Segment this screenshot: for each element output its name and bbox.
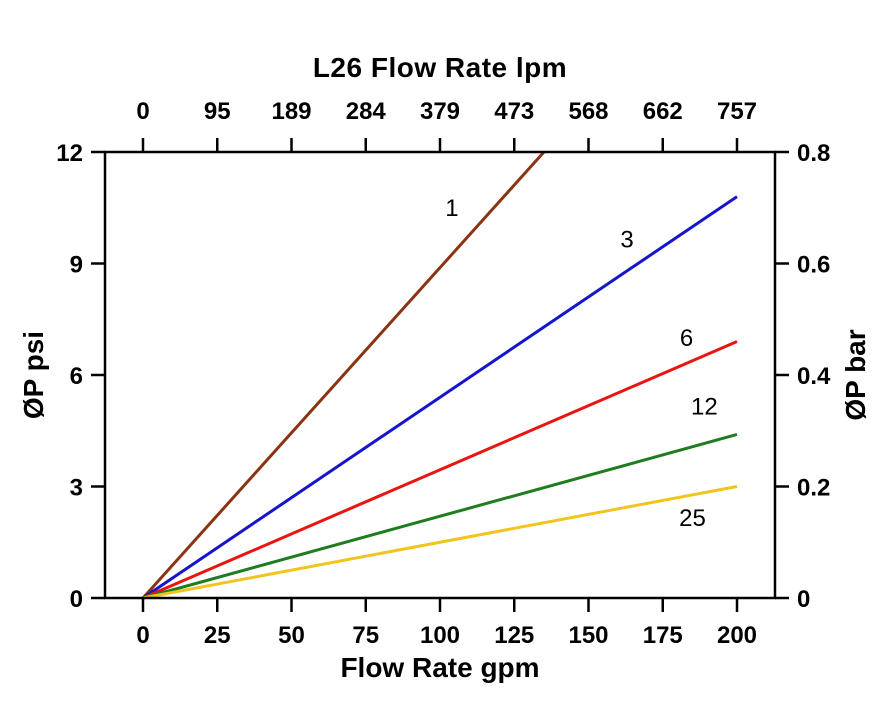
series-label-12: 12 xyxy=(691,394,718,421)
top-tick-label: 0 xyxy=(136,98,149,125)
top-tick-label: 662 xyxy=(643,98,683,125)
series-line-12 xyxy=(142,433,738,600)
right-tick-label: 0.4 xyxy=(797,363,831,390)
series-label-25: 25 xyxy=(679,505,706,532)
left-tick-label: 3 xyxy=(70,475,83,502)
top-tick-label: 473 xyxy=(494,98,534,125)
top-tick-label: 284 xyxy=(346,98,387,125)
series-label-1: 1 xyxy=(445,195,458,222)
bottom-tick-label: 50 xyxy=(278,622,305,649)
series-line-25 xyxy=(142,485,738,600)
top-tick-label: 95 xyxy=(204,98,231,125)
left-tick-label: 12 xyxy=(56,140,83,167)
bottom-tick-label: 100 xyxy=(420,622,460,649)
bottom-axis-title: Flow Rate gpm xyxy=(340,652,540,683)
left-tick-label: 0 xyxy=(70,586,83,613)
top-tick-label: 568 xyxy=(568,98,608,125)
left-tick-label: 6 xyxy=(70,363,83,390)
top-axis-title: L26 Flow Rate lpm xyxy=(312,52,568,83)
series-line-6 xyxy=(142,340,738,600)
right-tick-label: 0.6 xyxy=(797,252,830,279)
right-tick-label: 0.2 xyxy=(797,475,830,502)
series-label-3: 3 xyxy=(620,226,633,253)
right-tick-label: 0.8 xyxy=(797,140,830,167)
top-tick-label: 379 xyxy=(420,98,460,125)
bottom-tick-label: 200 xyxy=(717,622,757,649)
top-tick-label: 757 xyxy=(717,98,757,125)
bottom-tick-label: 0 xyxy=(136,622,149,649)
plot-frame xyxy=(103,150,777,600)
series-line-1 xyxy=(141,150,546,600)
bottom-tick-label: 150 xyxy=(568,622,608,649)
top-tick-label: 189 xyxy=(271,98,311,125)
bottom-tick-label: 125 xyxy=(494,622,534,649)
bottom-tick-label: 25 xyxy=(204,622,231,649)
bottom-tick-label: 75 xyxy=(352,622,379,649)
right-tick-label: 0 xyxy=(797,586,810,613)
series-line-3 xyxy=(142,195,738,600)
series-label-6: 6 xyxy=(680,325,693,352)
bottom-tick-label: 175 xyxy=(643,622,683,649)
left-tick-label: 9 xyxy=(70,252,83,279)
